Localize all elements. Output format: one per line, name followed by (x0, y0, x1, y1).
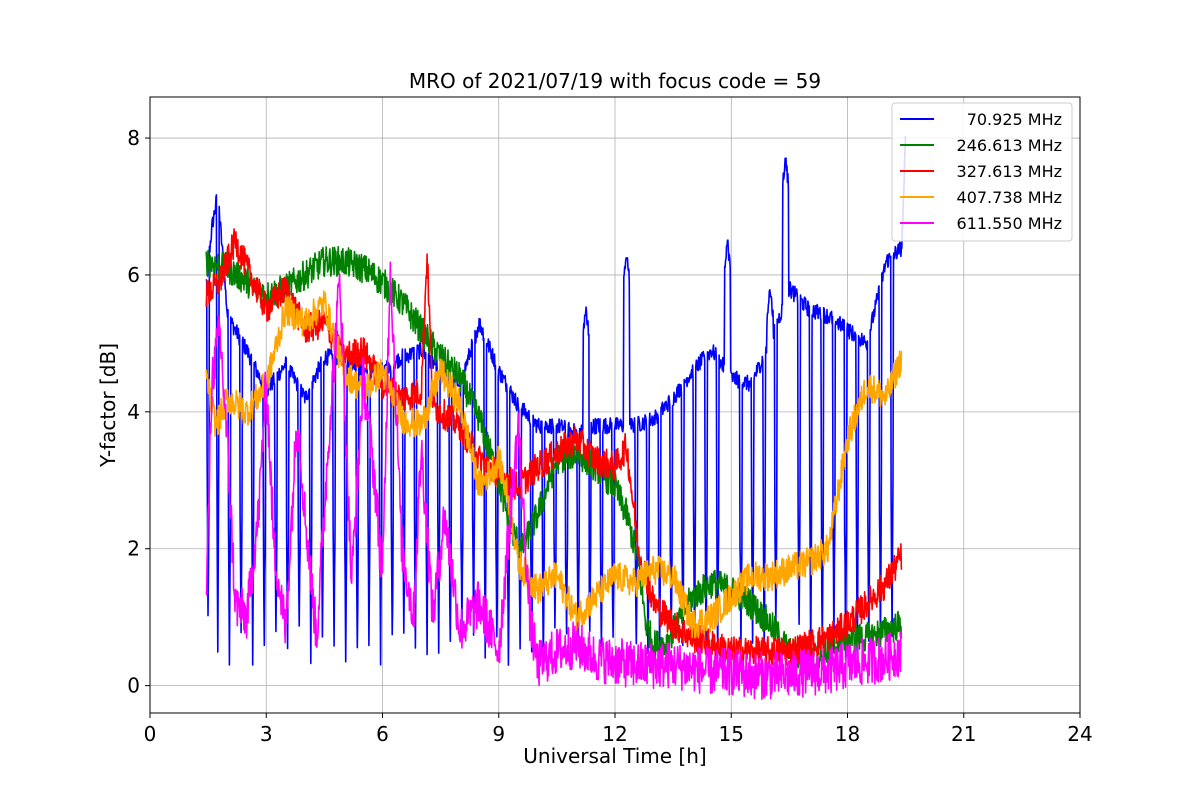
legend-label: 327.613 MHz (957, 162, 1062, 181)
y-tick-label: 6 (127, 263, 140, 287)
x-tick-label: 12 (602, 722, 627, 746)
chart-title: MRO of 2021/07/19 with focus code = 59 (409, 69, 821, 93)
x-tick-label: 9 (492, 722, 505, 746)
series-line (205, 228, 903, 668)
series-line (205, 245, 903, 677)
x-tick-label: 15 (719, 722, 744, 746)
y-tick-label: 2 (127, 537, 140, 561)
y-tick-label: 8 (127, 126, 140, 150)
x-tick-label: 24 (1067, 722, 1092, 746)
x-tick-label: 21 (951, 722, 976, 746)
plot-area (205, 135, 907, 700)
series-line (205, 290, 903, 639)
x-tick-label: 3 (260, 722, 273, 746)
x-tick-label: 6 (376, 722, 389, 746)
legend: 70.925 MHz 246.613 MHz 327.613 MHz 407.738 … (891, 102, 1073, 242)
x-tick-label: 0 (144, 722, 157, 746)
x-tick-label: 18 (835, 722, 860, 746)
x-axis: 0 3 6 9 12 15 18 21 24 (144, 713, 1093, 746)
legend-label: 407.738 MHz (957, 188, 1062, 207)
x-axis-label: Universal Time [h] (523, 744, 706, 768)
legend-label: 246.613 MHz (957, 136, 1062, 155)
y-tick-label: 4 (127, 400, 140, 424)
y-tick-label: 0 (127, 674, 140, 698)
legend-label: 611.550 MHz (957, 214, 1062, 233)
y-axis-label: Y-factor [dB] (96, 343, 120, 468)
y-axis: 0 2 4 6 8 (127, 126, 150, 698)
legend-label: 70.925 MHz (967, 110, 1062, 129)
series-line (205, 261, 903, 700)
legend-box (891, 102, 1073, 242)
